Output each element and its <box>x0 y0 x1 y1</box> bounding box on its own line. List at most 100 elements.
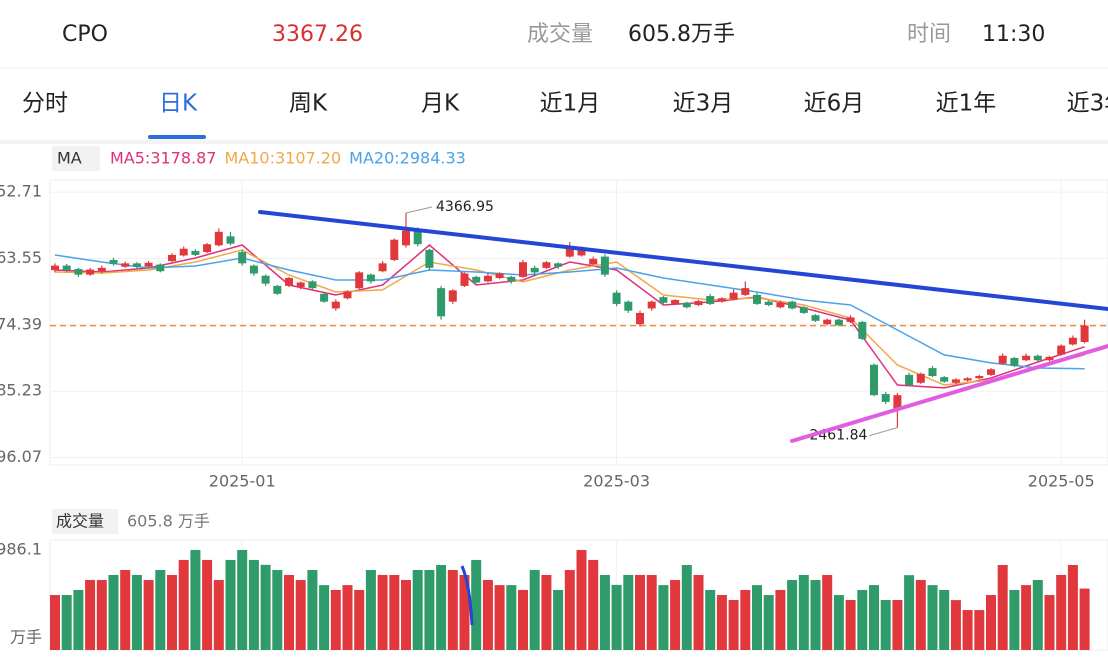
volume-bar <box>1021 585 1032 650</box>
candle-body <box>905 374 914 386</box>
volume-bar <box>576 550 587 650</box>
candle-body <box>542 262 551 268</box>
tab[interactable]: 近3年 <box>1067 91 1108 117</box>
volume-bar <box>1044 595 1055 650</box>
volume-bar <box>190 550 201 650</box>
y-tick-label: 3374.39 <box>0 314 42 333</box>
candle-body <box>951 379 960 383</box>
volume-bar <box>915 580 926 650</box>
volume-subtitle: 605.8 万手 <box>127 512 210 531</box>
volume-bar <box>494 585 505 650</box>
candle-body <box>448 290 457 302</box>
volume-bar <box>670 580 681 650</box>
volume-bar <box>529 569 540 650</box>
volume-bar <box>927 585 938 650</box>
candle-body <box>987 369 995 375</box>
candle-body <box>472 276 481 283</box>
volume-bar <box>646 574 657 650</box>
volume-title: 成交量 <box>56 512 104 531</box>
tab-bar: 分时 日K 周K 月K 近1月 近3月 近6月 近1年 近3年 <box>22 91 1108 117</box>
volume-bar <box>1009 589 1020 650</box>
volume-bar <box>623 574 634 650</box>
volume-bar <box>155 569 166 650</box>
volume-bar <box>401 580 411 650</box>
candle-body <box>191 250 200 255</box>
candle-body <box>975 376 984 379</box>
volume-bar <box>810 580 821 650</box>
volume-bar <box>459 574 470 650</box>
y-tick-label: 2785.23 <box>0 381 42 400</box>
candle-body <box>86 269 95 275</box>
tab[interactable]: 月K <box>421 91 460 117</box>
volume-bar <box>225 559 236 650</box>
candle-body <box>636 312 644 325</box>
candle-body <box>1010 357 1019 366</box>
tab[interactable]: 近3月 <box>673 91 734 117</box>
candle-body <box>764 301 773 306</box>
time: 11:30 <box>982 22 1045 47</box>
volume-bar <box>85 580 96 650</box>
volume-bar <box>389 574 400 650</box>
volume-bar <box>763 595 774 650</box>
volume-bar <box>354 589 365 650</box>
volume-bar <box>436 565 447 650</box>
volume-bar <box>658 585 669 650</box>
candle-body <box>834 319 843 326</box>
candle-body <box>320 293 329 302</box>
candle-body <box>437 288 446 317</box>
volume-bar <box>506 585 517 650</box>
candle-body <box>612 292 621 304</box>
trend-line <box>258 210 1108 311</box>
tab[interactable]: 分时 <box>22 91 68 117</box>
candle-body <box>624 301 633 311</box>
tab[interactable]: 周K <box>289 91 328 117</box>
volume-bar <box>974 610 985 650</box>
low-label: 2461.84 <box>809 428 867 444</box>
volume-bar <box>307 569 318 650</box>
x-tick-label: 2025-05 <box>1028 472 1095 491</box>
volume-bar <box>1079 588 1090 650</box>
x-tick-label: 2025-01 <box>209 472 276 491</box>
candle-body <box>144 262 153 267</box>
volume-bar <box>237 550 248 650</box>
candle-body <box>706 296 715 304</box>
y-unit: 万手 <box>10 628 42 647</box>
candle-body <box>940 377 949 382</box>
tab[interactable]: 近1年 <box>936 91 997 117</box>
tab[interactable]: 日K <box>159 91 198 117</box>
candle-body <box>413 229 422 245</box>
volume-bar <box>681 565 692 650</box>
candle-body <box>249 265 258 274</box>
volume-bar <box>284 574 294 650</box>
candle-body <box>238 252 247 264</box>
tab[interactable]: 近1月 <box>540 91 601 117</box>
candle-body <box>858 321 867 339</box>
candle-body <box>893 395 902 409</box>
volume-bar <box>482 580 493 650</box>
candle-body <box>998 355 1007 364</box>
volume-bar <box>775 589 786 650</box>
volume-bar <box>728 600 739 650</box>
volume-bar <box>377 574 388 650</box>
tab[interactable]: 近6月 <box>804 91 865 117</box>
volume-bar <box>845 600 856 650</box>
volume-bar <box>178 559 189 650</box>
candle-body <box>717 298 726 302</box>
volume-bar <box>319 585 330 650</box>
candle-body <box>916 373 925 383</box>
volume-bar <box>50 595 60 650</box>
legend-entry: MA10:3107.20 <box>224 149 341 168</box>
candle-body <box>97 267 106 272</box>
candle-body <box>203 244 212 253</box>
y-tick-label: 2196.07 <box>0 447 42 466</box>
candle-body <box>132 263 141 267</box>
candle-body <box>753 294 761 304</box>
volume-bar <box>892 600 903 650</box>
volume-bar <box>330 589 341 650</box>
ma-line <box>54 244 1085 389</box>
volume-bar <box>599 574 610 650</box>
candle-body <box>741 288 750 295</box>
high-label: 4366.95 <box>436 199 494 215</box>
volume-bar <box>1056 574 1067 650</box>
legend-title: MA <box>57 149 82 168</box>
